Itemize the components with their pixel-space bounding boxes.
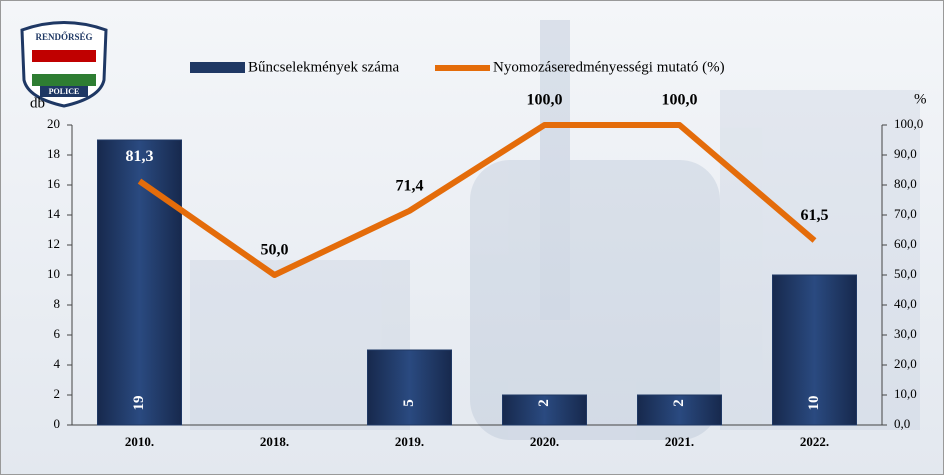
x-tick-label: 2018.	[260, 434, 289, 449]
bar-value-label: 2	[536, 399, 552, 407]
background-building	[190, 20, 920, 440]
line-value-label: 81,3	[126, 148, 154, 165]
bar-value-label: 19	[131, 396, 147, 411]
y-tick-label: 18	[47, 146, 60, 161]
line-value-label: 50,0	[261, 242, 289, 259]
y2-tick-label: 40,0	[894, 296, 917, 311]
bar-value-label: 2	[671, 399, 687, 407]
bar	[367, 349, 452, 426]
y-tick-label: 4	[54, 356, 61, 371]
line	[137, 122, 817, 278]
x-tick-label: 2021.	[665, 434, 694, 449]
y2-tick-label: 90,0	[894, 146, 917, 161]
line-value-label: 100,0	[662, 92, 698, 109]
logo-bottom-text: POLICE	[49, 87, 80, 96]
y2-tick-label: 70,0	[894, 206, 917, 221]
y2-tick-label: 50,0	[894, 266, 917, 281]
y2-axis-label: %	[914, 91, 927, 107]
legend-label: Nyomozáseredményességi mutató (%)	[493, 59, 725, 75]
line-value-label: 61,5	[801, 207, 829, 224]
y2-tick-label: 100,0	[894, 116, 923, 131]
y-tick-label: 12	[47, 236, 60, 251]
line-value-label: 71,4	[396, 177, 424, 194]
bar	[772, 274, 857, 426]
bar	[97, 139, 182, 426]
y-tick-label: 10	[47, 266, 60, 281]
y-tick-label: 8	[54, 296, 61, 311]
legend-label: Bűncselekmények száma	[248, 59, 400, 75]
y2-tick-label: 10,0	[894, 386, 917, 401]
y-tick-label: 16	[47, 176, 61, 191]
y2-tick-label: 0,0	[894, 416, 910, 431]
legend-swatch	[190, 62, 245, 73]
bar-value-label: 5	[401, 399, 417, 407]
bar	[502, 394, 587, 426]
y-tick-label: 2	[54, 386, 61, 401]
bar-value-label: 10	[806, 396, 822, 411]
logo-top-text: RENDŐRSÉG	[35, 32, 92, 42]
y-tick-label: 0	[54, 416, 61, 431]
x-tick-label: 2022.	[800, 434, 829, 449]
y2-tick-label: 30,0	[894, 326, 917, 341]
x-tick-label: 2019.	[395, 434, 424, 449]
x-tick-label: 2010.	[125, 434, 154, 449]
y2-tick-label: 80,0	[894, 176, 917, 191]
y-tick-label: 20	[47, 116, 60, 131]
line-value-label: 100,0	[527, 92, 563, 109]
y-tick-label: 14	[47, 206, 61, 221]
y2-tick-label: 20,0	[894, 356, 917, 371]
x-tick-label: 2020.	[530, 434, 559, 449]
y-axis-label: db	[30, 95, 45, 111]
logo: RENDŐRSÉG POLICE	[20, 21, 108, 108]
bar	[637, 394, 722, 426]
y2-tick-label: 60,0	[894, 236, 917, 251]
y-tick-label: 6	[54, 326, 61, 341]
